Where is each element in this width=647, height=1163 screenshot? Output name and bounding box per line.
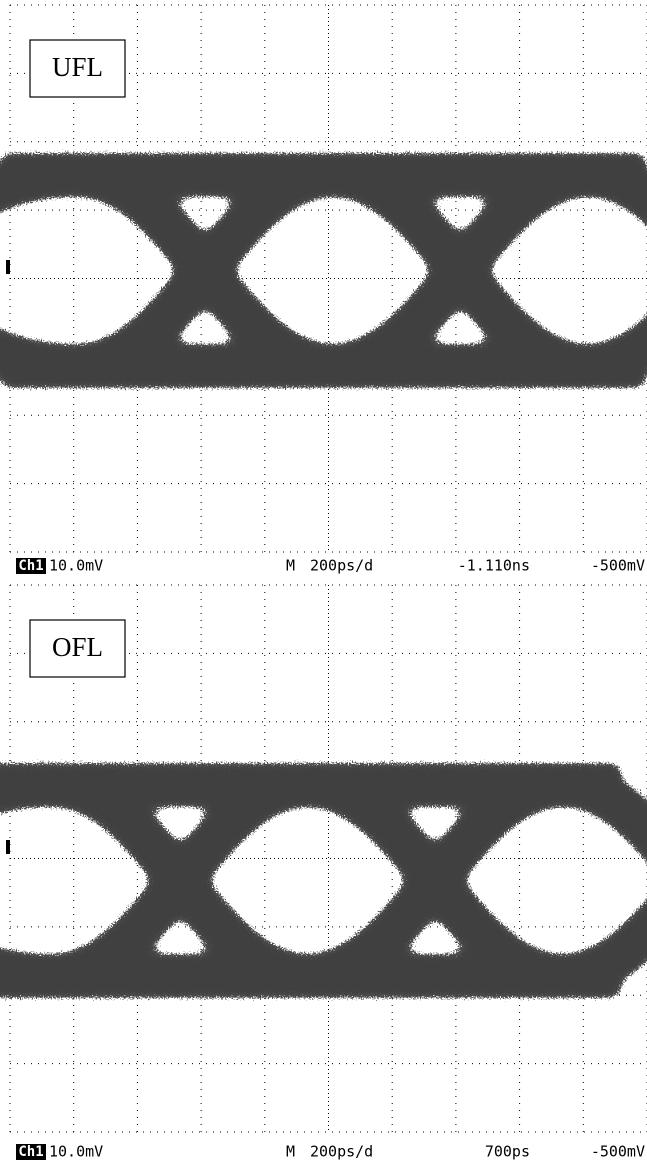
volts-per-div: 10.0mV: [49, 1143, 103, 1161]
channel: Ch1: [18, 558, 43, 574]
acq-mode: M: [286, 1143, 295, 1161]
horizontal-position: 700ps: [485, 1143, 530, 1161]
eye-pattern: [0, 175, 647, 366]
channel: Ch1: [18, 1144, 43, 1160]
panel-label: UFL: [52, 52, 103, 82]
eye-pattern: [0, 785, 647, 976]
time-per-div: 200ps/d: [310, 1143, 373, 1161]
level-marker: [6, 840, 10, 854]
volts-per-div: 10.0mV: [49, 557, 103, 575]
scope-panel: UFL Ch1 10.0mV M 200ps/d -1.110ns -500mV: [0, 4, 647, 575]
acq-mode: M: [286, 557, 295, 575]
channel-badge: [16, 1144, 46, 1160]
trigger-level: -500mV: [591, 557, 645, 575]
scope-panel: OFL Ch1 10.0mV M 200ps/d 700ps -500mV: [0, 584, 647, 1161]
horizontal-position: -1.110ns: [458, 557, 530, 575]
trigger-level: -500mV: [591, 1143, 645, 1161]
channel-badge: [16, 558, 46, 574]
time-per-div: 200ps/d: [310, 557, 373, 575]
label-box: [29, 39, 126, 98]
label-box: [29, 619, 126, 678]
level-marker: [6, 260, 10, 274]
panel-label: OFL: [52, 632, 103, 662]
